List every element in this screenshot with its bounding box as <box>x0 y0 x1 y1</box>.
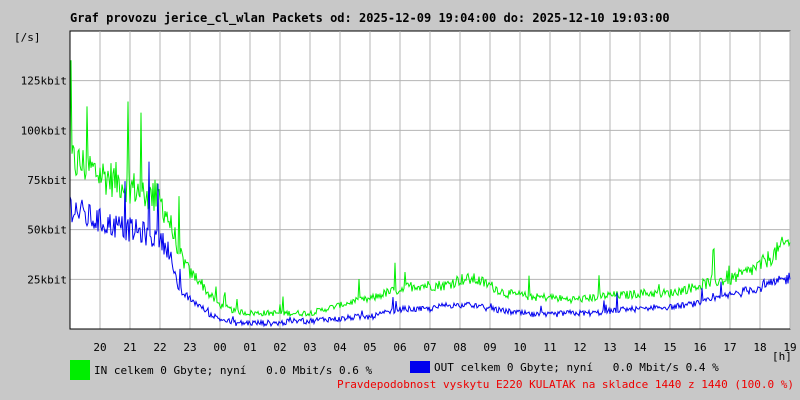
series-in-line <box>69 60 791 318</box>
y-tick-labels: 25kbit 50kbit 75kbit 100kbit 125kbit <box>21 75 67 287</box>
y-axis-unit-label: [/s] <box>14 31 41 44</box>
x-tick-label: 01 <box>243 341 256 354</box>
x-tick-label: 18 <box>753 341 766 354</box>
x-tick-label: 12 <box>573 341 586 354</box>
y-tick-label: 25kbit <box>27 273 67 286</box>
y-tick-label: 100kbit <box>21 124 67 137</box>
x-tick-label: 08 <box>453 341 466 354</box>
x-tick-label: 06 <box>393 341 406 354</box>
legend-out: OUT celkem 0 Gbyte; nyní 0.0 Mbit/s 0.4 … <box>410 356 719 378</box>
x-tick-label: 00 <box>213 341 226 354</box>
legend-out-swatch <box>410 361 430 373</box>
legend-in-text: IN celkem 0 Gbyte; nyní 0.0 Mbit/s 0.6 % <box>94 363 373 377</box>
legend-in: IN celkem 0 Gbyte; nyní 0.0 Mbit/s 0.6 % <box>70 359 372 381</box>
x-tick-label: 16 <box>693 341 706 354</box>
x-tick-label: 11 <box>543 341 556 354</box>
probability-note: Pravdepodobnost vyskytu E220 KULATAK na … <box>337 378 794 391</box>
grid-lines <box>70 31 791 329</box>
x-tick-label: 17 <box>723 341 736 354</box>
y-tick-label: 75kbit <box>27 174 67 187</box>
x-tick-label: 07 <box>423 341 436 354</box>
x-tick-label: 04 <box>333 341 347 354</box>
chart-title: Graf provozu jerice_cl_wlan Packets od: … <box>70 11 670 26</box>
x-tick-label: 14 <box>633 341 647 354</box>
x-tick-label: 15 <box>663 341 676 354</box>
x-tick-label: 05 <box>363 341 376 354</box>
x-tick-label: 02 <box>273 341 286 354</box>
x-tick-label: 03 <box>303 341 316 354</box>
legend-in-swatch <box>70 360 90 380</box>
series-out-line <box>69 161 791 328</box>
x-tick-label: 10 <box>513 341 526 354</box>
x-axis-unit-label: [h] <box>772 350 792 363</box>
x-tick-label: 21 <box>123 341 136 354</box>
x-tick-labels: 20 21 22 23 00 01 02 03 04 05 06 07 08 09 10 11 12 13 14 15… <box>93 341 796 354</box>
x-tick-label: 13 <box>603 341 616 354</box>
x-tick-label: 23 <box>183 341 196 354</box>
series-layer <box>69 60 791 328</box>
x-tick-label: 19 <box>783 341 796 354</box>
legend-out-text: OUT celkem 0 Gbyte; nyní 0.0 Mbit/s 0.4 … <box>434 360 719 374</box>
y-tick-label: 125kbit <box>21 75 67 88</box>
x-tick-label: 20 <box>93 341 106 354</box>
x-tick-label: 22 <box>153 341 166 354</box>
x-tick-label: 09 <box>483 341 496 354</box>
y-tick-label: 50kbit <box>27 224 67 237</box>
